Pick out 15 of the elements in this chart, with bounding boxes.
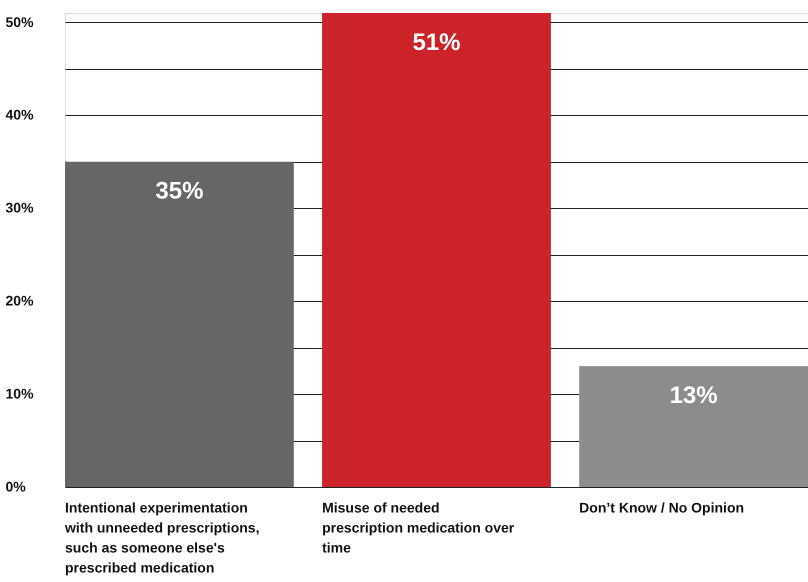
y-tick-label: 40%: [6, 106, 34, 123]
y-tick-label: 30%: [6, 200, 34, 216]
bar: [65, 162, 294, 487]
data-label: 13%: [670, 382, 718, 410]
y-tick-label: 0%: [6, 478, 26, 494]
data-label: 51%: [412, 29, 461, 56]
bar: [322, 13, 551, 487]
x-tick-label: Misuse of needed prescription medication over time: [322, 500, 515, 556]
x-tick-label: Intentional experimentation with unneeded prescriptions, such as someone else's prescribed medication: [64, 500, 260, 576]
y-tick-label: 20%: [6, 292, 34, 309]
bar: [579, 366, 808, 487]
x-tick-label: Don’t Know / No Opinion: [579, 500, 744, 516]
y-tick-label: 50%: [6, 14, 34, 30]
y-tick-label: 10%: [6, 386, 34, 402]
data-label: 35%: [155, 178, 204, 205]
